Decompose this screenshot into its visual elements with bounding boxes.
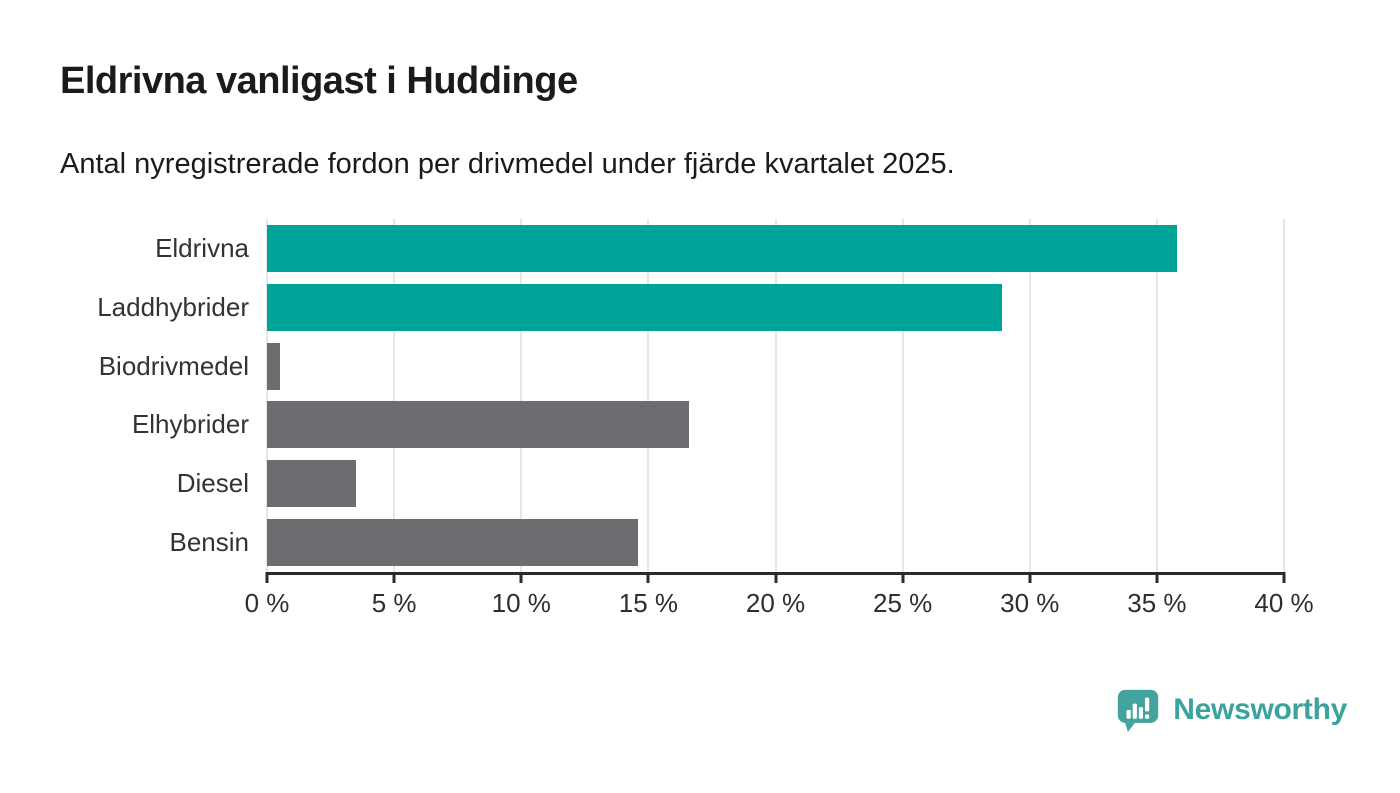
bar-row: Eldrivna [155,219,1284,278]
x-tick-label: 30 % [1000,588,1060,618]
gridline [393,219,396,572]
x-axis-tick [646,572,650,583]
category-label: Bensin [169,527,250,558]
bar-row: Laddhybrider [97,278,1284,337]
x-axis-tick [1282,572,1286,583]
gridline [520,219,523,572]
gridline [647,219,650,572]
bar [267,401,690,449]
x-tick-label: 20 % [745,588,806,618]
bar-row: Biodrivmedel [99,337,1284,396]
newsworthy-brand-name: Newsworthy [1173,693,1347,726]
bar [267,342,280,390]
x-axis-tick [519,572,523,583]
category-label: Laddhybrider [97,291,249,322]
bar-row: Elhybrider [132,396,1284,455]
x-tick-label: 0 % [244,588,290,618]
x-tick-label: 40 % [1254,588,1314,618]
gridline [901,219,904,572]
x-axis-tick [774,572,777,583]
x-tick-label: 10 % [491,588,551,618]
x-axis-tick [265,572,269,583]
bar-row: Diesel [177,454,1284,513]
bar-row: Bensin [170,513,1284,572]
x-axis-tick [392,572,396,583]
gridline [774,219,777,572]
gridline [1028,219,1031,572]
x-tick-label: 35 % [1127,588,1187,618]
plot-area: Eldrivna Laddhybrider Biodrivmedel Elhybrid… [97,219,1314,618]
bar [267,224,1178,272]
chart-subtitle: Antal nyregistrerade fordon per drivmede… [60,148,955,180]
bar [267,460,356,508]
bar [267,519,639,567]
x-tick-label: 15 % [618,588,679,618]
x-tick-label: 25 % [872,588,933,618]
x-tick-label: 5 % [371,588,417,618]
newsworthy-logo-icon [1116,688,1160,732]
category-label: Eldrivna [155,232,249,263]
category-label: Biodrivmedel [98,350,249,381]
chart-title: Eldrivna vanligast i Huddinge [60,60,578,102]
gridline [266,219,268,572]
gridline [1283,219,1285,572]
bar [267,283,1002,331]
newsworthy-brand: Newsworthy [1116,688,1347,732]
category-label: Diesel [176,468,249,499]
x-axis-tick [1155,572,1159,583]
x-axis-tick [901,572,905,583]
x-axis-tick [1028,572,1032,583]
category-label: Elhybrider [131,409,249,440]
gridline [1155,219,1158,572]
